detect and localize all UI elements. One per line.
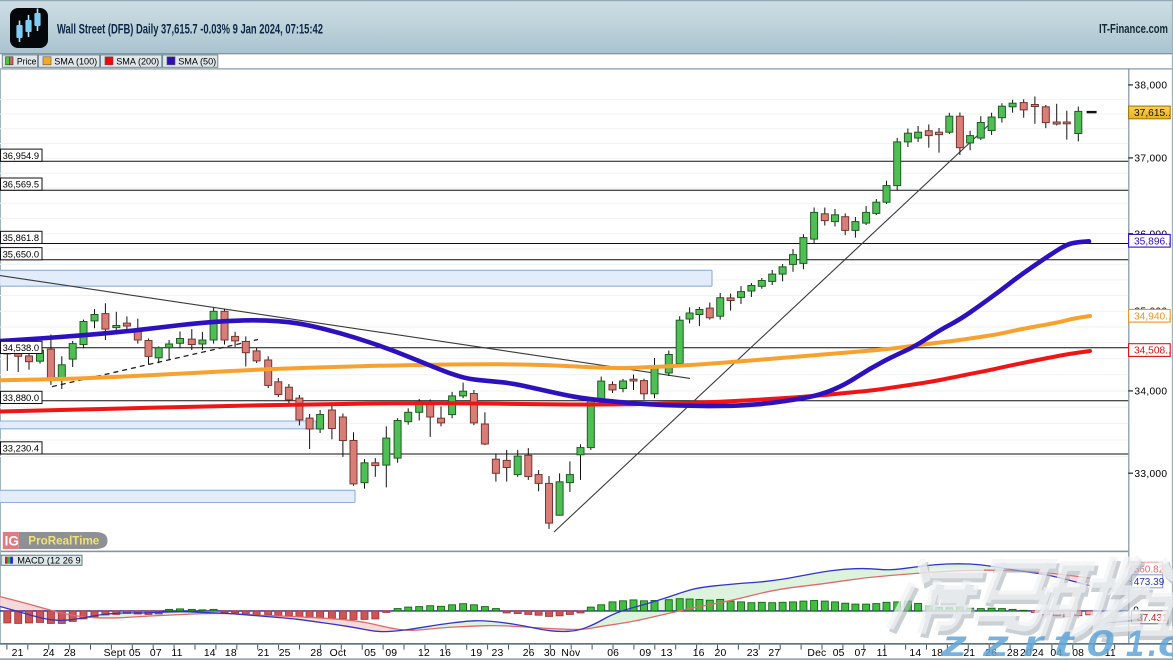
svg-text:36,569.5: 36,569.5 bbox=[3, 180, 40, 191]
svg-text:24: 24 bbox=[43, 648, 55, 659]
svg-text:Dec: Dec bbox=[807, 648, 826, 659]
svg-text:38,000: 38,000 bbox=[1134, 81, 1167, 92]
svg-text:473.39: 473.39 bbox=[1134, 577, 1165, 588]
svg-text:23: 23 bbox=[747, 648, 759, 659]
svg-text:Wall Street (DFB) Daily 37,615: Wall Street (DFB) Daily 37,615.7 -0.03% … bbox=[57, 22, 323, 37]
svg-text:21: 21 bbox=[258, 648, 270, 659]
svg-text:26: 26 bbox=[985, 648, 997, 659]
svg-text:05: 05 bbox=[129, 648, 141, 659]
svg-text:SMA (100): SMA (100) bbox=[54, 56, 97, 66]
svg-text:05: 05 bbox=[364, 648, 376, 659]
svg-text:r: r bbox=[1023, 623, 1047, 660]
svg-text:560.82: 560.82 bbox=[1134, 565, 1165, 576]
svg-text:11: 11 bbox=[1105, 648, 1116, 659]
svg-text:2024: 2024 bbox=[1020, 648, 1044, 659]
svg-text:04: 04 bbox=[1050, 648, 1062, 659]
svg-text:37,615..: 37,615.. bbox=[1134, 108, 1171, 119]
svg-text:27: 27 bbox=[768, 648, 780, 659]
svg-text:.: . bbox=[1148, 623, 1157, 660]
svg-text:08: 08 bbox=[1072, 648, 1084, 659]
svg-text:MACD (12 26 9: MACD (12 26 9 bbox=[17, 556, 80, 567]
svg-text:SMA (50): SMA (50) bbox=[178, 56, 216, 66]
svg-text:Nov: Nov bbox=[561, 648, 581, 659]
svg-text:1: 1 bbox=[1126, 623, 1144, 660]
svg-text:c: c bbox=[1158, 623, 1173, 660]
svg-text:33,880.0: 33,880.0 bbox=[3, 393, 40, 404]
svg-text:25: 25 bbox=[279, 648, 291, 659]
svg-text:18: 18 bbox=[225, 648, 237, 659]
svg-text:Price: Price bbox=[17, 56, 37, 66]
svg-text:05: 05 bbox=[833, 648, 845, 659]
svg-text:34,940..: 34,940.. bbox=[1134, 311, 1171, 322]
svg-text:20: 20 bbox=[715, 648, 727, 659]
svg-text:34,508..: 34,508.. bbox=[1134, 346, 1171, 357]
svg-text:23: 23 bbox=[492, 648, 504, 659]
svg-text:Sept: Sept bbox=[104, 648, 126, 659]
svg-text:28: 28 bbox=[64, 648, 76, 659]
svg-text:34,000: 34,000 bbox=[1134, 387, 1167, 398]
svg-text:06: 06 bbox=[607, 648, 619, 659]
svg-text:ProRealTime: ProRealTime bbox=[28, 534, 99, 548]
svg-text:37,000: 37,000 bbox=[1134, 154, 1167, 165]
svg-text:09: 09 bbox=[385, 648, 397, 659]
svg-text:07: 07 bbox=[855, 648, 867, 659]
svg-text:14: 14 bbox=[909, 648, 921, 659]
svg-text:21: 21 bbox=[12, 648, 24, 659]
svg-text:11: 11 bbox=[877, 648, 888, 659]
svg-text:33,230.4: 33,230.4 bbox=[3, 444, 40, 455]
svg-text:19: 19 bbox=[470, 648, 482, 659]
svg-text:t: t bbox=[1053, 623, 1076, 660]
svg-text:11: 11 bbox=[171, 648, 182, 659]
svg-text:14: 14 bbox=[204, 648, 216, 659]
svg-text:36,954.9: 36,954.9 bbox=[3, 151, 40, 162]
svg-text:09: 09 bbox=[639, 648, 651, 659]
svg-text:Oct: Oct bbox=[330, 648, 347, 659]
svg-text:12: 12 bbox=[418, 648, 430, 659]
svg-text:IG: IG bbox=[5, 534, 19, 549]
svg-text:16: 16 bbox=[693, 648, 705, 659]
svg-text:35,861.8: 35,861.8 bbox=[3, 233, 40, 244]
svg-text:28: 28 bbox=[1007, 648, 1019, 659]
svg-text:33,000: 33,000 bbox=[1134, 469, 1167, 480]
svg-text:18: 18 bbox=[931, 648, 943, 659]
svg-text:-87.431: -87.431 bbox=[1134, 613, 1168, 624]
svg-text:35,896..: 35,896.. bbox=[1134, 236, 1171, 247]
svg-text:16: 16 bbox=[439, 648, 451, 659]
svg-text:26: 26 bbox=[523, 648, 535, 659]
svg-text:30: 30 bbox=[544, 648, 556, 659]
svg-text:SMA (200): SMA (200) bbox=[116, 56, 159, 66]
svg-text:z: z bbox=[940, 623, 968, 660]
svg-text:35,650.0: 35,650.0 bbox=[3, 249, 40, 260]
svg-text:34,538.0: 34,538.0 bbox=[3, 343, 40, 354]
svg-text:28: 28 bbox=[310, 648, 322, 659]
svg-text:21: 21 bbox=[963, 648, 975, 659]
svg-text:0: 0 bbox=[1086, 623, 1115, 660]
svg-text:z: z bbox=[982, 623, 1010, 660]
svg-text:13: 13 bbox=[661, 648, 673, 659]
svg-text:07: 07 bbox=[150, 648, 162, 659]
svg-text:IT-Finance.com: IT-Finance.com bbox=[1099, 22, 1168, 36]
